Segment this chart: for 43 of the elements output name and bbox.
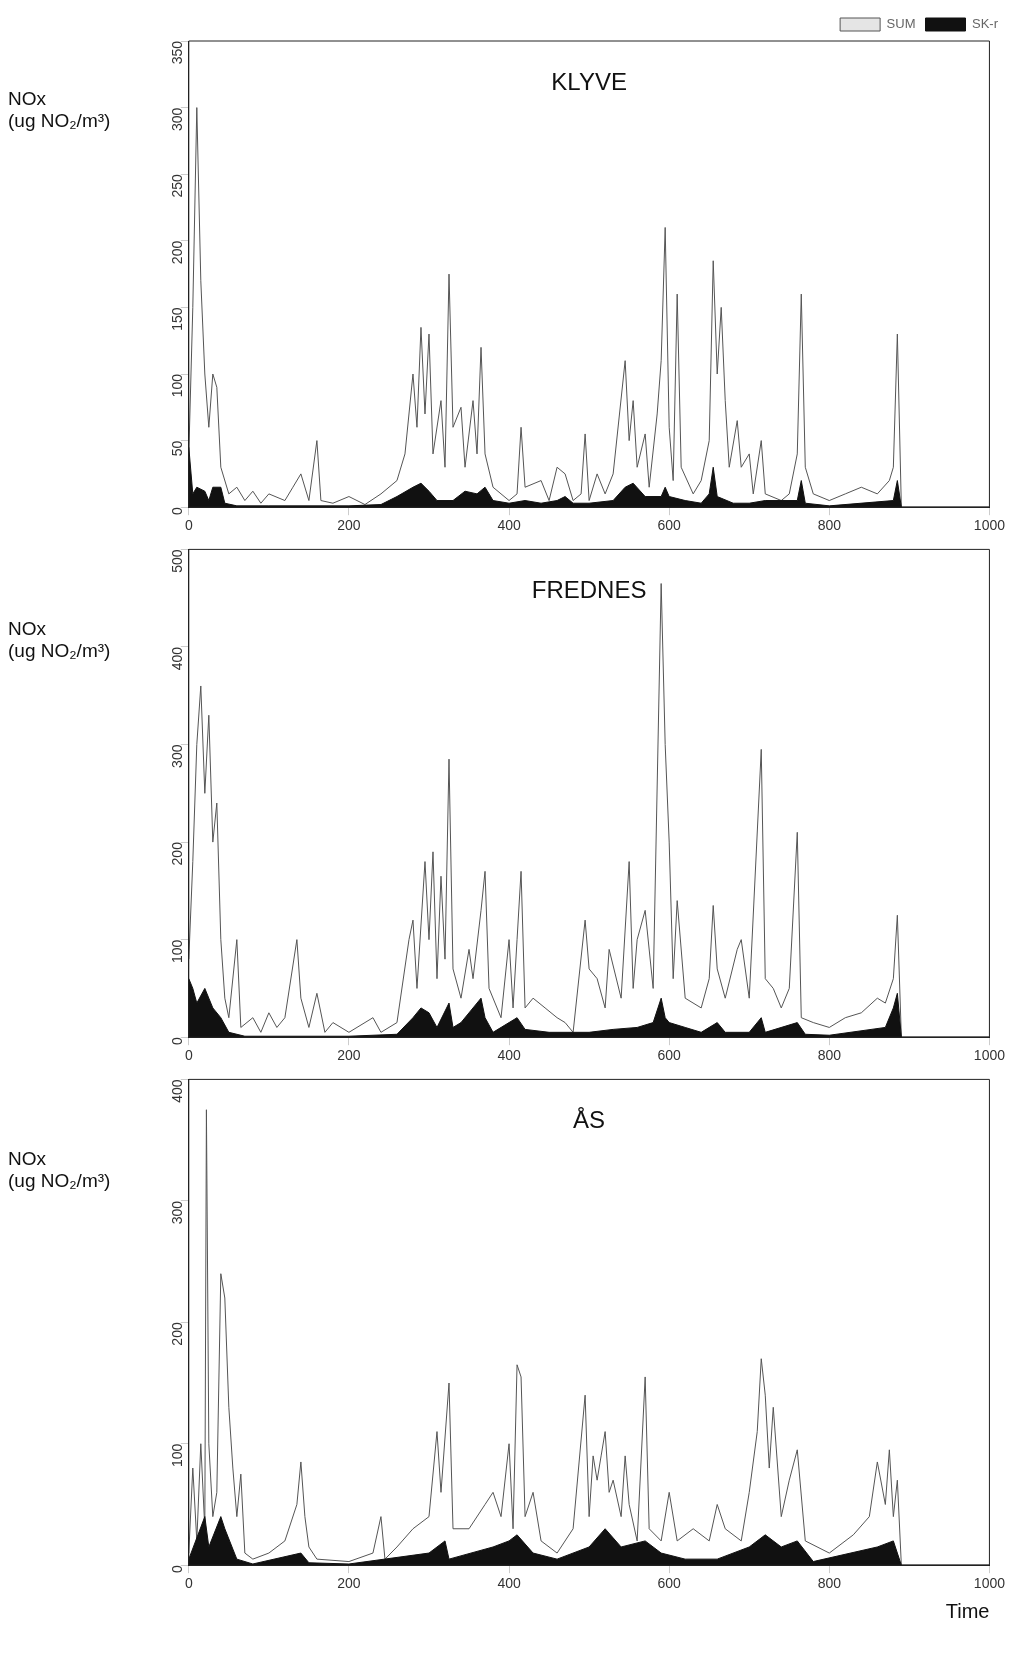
y-axis-title: NOx (ug NO₂/m³) bbox=[8, 1147, 112, 1192]
x-tick-label: 200 bbox=[337, 1047, 361, 1064]
x-tick-label: 200 bbox=[337, 1575, 361, 1592]
legend-label: SUM bbox=[886, 16, 916, 32]
text: KLYVE bbox=[551, 67, 627, 95]
y-axis-title: NOx (ug NO₂/m³) bbox=[8, 87, 112, 132]
y-tick-label: 100 bbox=[168, 939, 185, 963]
y-tick-label: 0 bbox=[168, 507, 185, 515]
x-tick-label: 600 bbox=[657, 517, 682, 534]
y-tick-label: 0 bbox=[168, 1037, 185, 1045]
y-tick-label: 100 bbox=[168, 373, 185, 398]
x-tick-label: 400 bbox=[497, 1047, 521, 1064]
y-tick-label: 100 bbox=[168, 1443, 185, 1468]
text: ÅS bbox=[573, 1106, 606, 1134]
y-tick-label: 200 bbox=[168, 841, 185, 866]
y-axis-title: NOx (ug NO₂/m³) bbox=[8, 617, 112, 662]
x-tick-label: 1000 bbox=[973, 1575, 1006, 1592]
x-tick-label: 200 bbox=[337, 517, 361, 534]
y-tick-label: 300 bbox=[168, 107, 185, 131]
x-tick-label: 600 bbox=[657, 1047, 682, 1064]
y-tick-label: 200 bbox=[168, 1322, 185, 1346]
y-tick-label: 250 bbox=[168, 173, 185, 198]
x-tick-label: 800 bbox=[817, 517, 842, 534]
y-tick-label: 350 bbox=[168, 40, 185, 65]
x-tick-label: 1000 bbox=[973, 1047, 1006, 1064]
x-tick-label: 400 bbox=[497, 1575, 521, 1592]
legend-label: SK-r bbox=[972, 16, 999, 32]
y-tick-label: 50 bbox=[168, 440, 185, 457]
y-tick-label: 400 bbox=[168, 646, 185, 671]
x-tick-label: 800 bbox=[817, 1575, 842, 1592]
y-tick-label: 200 bbox=[168, 240, 185, 265]
y-tick-label: 300 bbox=[168, 744, 185, 768]
x-tick-label: 400 bbox=[497, 517, 521, 534]
y-tick-label: 150 bbox=[168, 307, 185, 331]
x-tick-label: 1000 bbox=[973, 517, 1006, 534]
y-tick-label: 300 bbox=[168, 1200, 185, 1225]
x-tick-label: 800 bbox=[817, 1047, 842, 1064]
y-tick-label: 400 bbox=[168, 1079, 185, 1103]
text: FREDNES bbox=[531, 576, 647, 604]
x-tick-label: 600 bbox=[657, 1575, 682, 1592]
y-tick-label: 500 bbox=[168, 549, 185, 573]
x-axis-title: Time bbox=[945, 1599, 990, 1622]
y-tick-label: 0 bbox=[168, 1565, 185, 1573]
